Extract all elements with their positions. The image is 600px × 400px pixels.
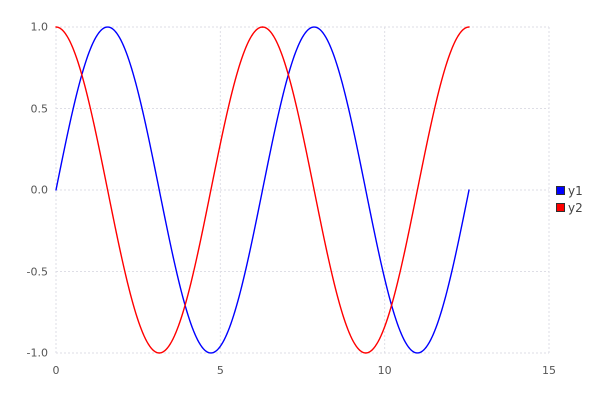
y-tick-label: 1.0	[30, 20, 49, 34]
series-line-y1	[55, 26, 470, 354]
legend-color-swatch	[556, 186, 565, 195]
series-line-y2	[55, 26, 470, 354]
x-tick-label: 15	[542, 364, 556, 377]
y-tick-label: 0.5	[30, 102, 49, 115]
legend-label: y2	[568, 200, 583, 215]
series-lines	[55, 26, 470, 354]
y-tick-label: -0.5	[26, 265, 48, 278]
y-tick-label: 0.0	[30, 183, 49, 197]
x-tick-label: 0	[52, 364, 60, 377]
legend-entry[interactable]: y1	[556, 183, 583, 198]
x-tick-label: 5	[216, 364, 224, 377]
y-tick-label: -1.0	[26, 346, 48, 360]
legend-entry[interactable]: y2	[556, 200, 583, 215]
chart-legend: y1 y2	[556, 183, 583, 215]
legend-label: y1	[568, 183, 583, 198]
grid-lines	[55, 26, 550, 354]
legend-color-swatch	[556, 203, 565, 212]
x-tick-label: 10	[377, 364, 392, 377]
